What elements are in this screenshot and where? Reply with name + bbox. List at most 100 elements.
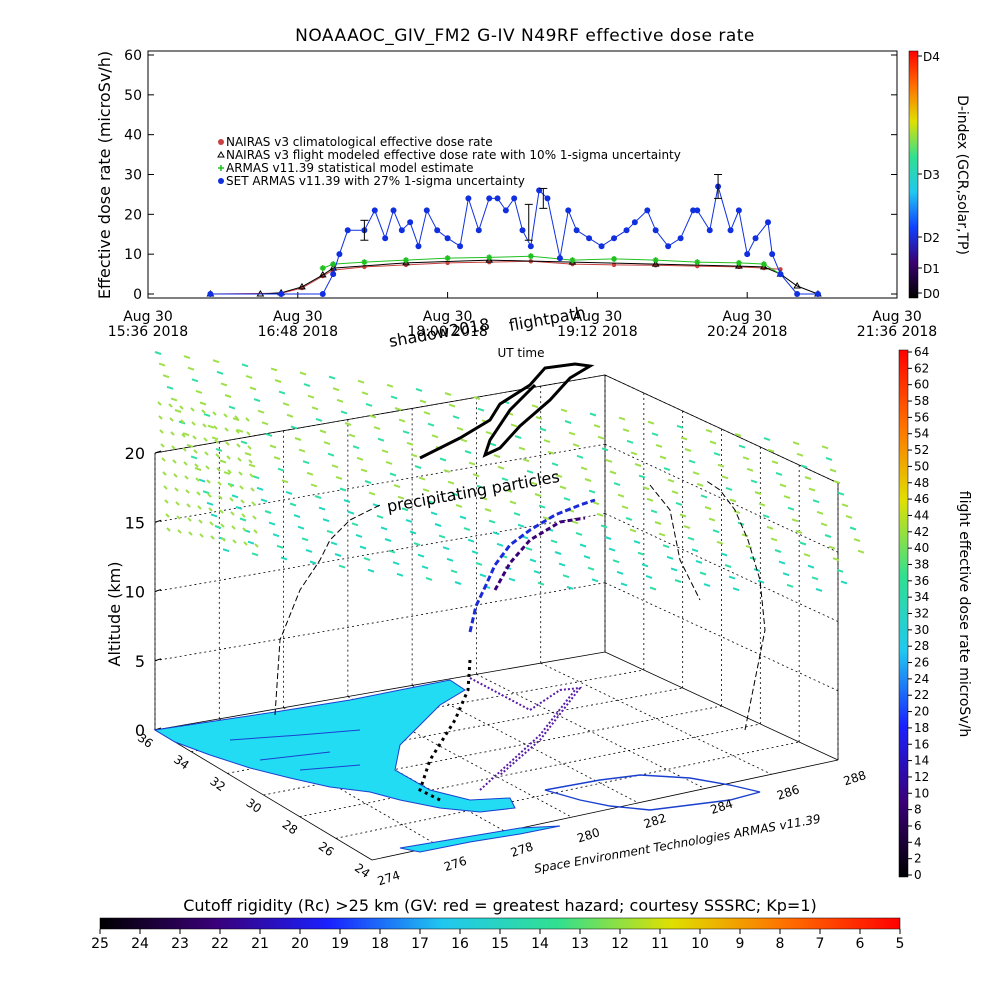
data-point xyxy=(694,259,701,266)
particle-mark xyxy=(691,548,699,553)
particle-mark xyxy=(163,485,168,490)
x-tick-label: 21:36 2018 xyxy=(857,324,937,340)
particle-mark xyxy=(303,383,311,388)
particle-mark xyxy=(162,374,170,379)
particle-mark xyxy=(522,458,530,463)
colorbar-tick-label: 6 xyxy=(914,819,922,833)
particle-mark xyxy=(246,431,251,436)
particle-mark xyxy=(517,523,525,528)
particle-mark xyxy=(158,415,163,420)
particle-mark xyxy=(423,411,431,416)
longitude-tick-label: 276 xyxy=(442,854,468,874)
particle-mark xyxy=(514,435,522,439)
ground-map-layer xyxy=(153,679,761,853)
particle-mark xyxy=(497,465,505,470)
particle-mark xyxy=(409,530,417,535)
particle-mark xyxy=(676,424,684,429)
longitude-tick-label: 284 xyxy=(709,797,735,817)
particle-mark xyxy=(215,453,220,458)
data-point xyxy=(814,291,821,297)
particle-mark xyxy=(220,382,228,387)
y-tick-label: 60 xyxy=(124,48,142,64)
particle-mark xyxy=(460,438,468,443)
data-point xyxy=(544,195,551,202)
particle-mark xyxy=(276,544,284,549)
particle-mark xyxy=(363,557,371,562)
particle-mark xyxy=(159,429,164,434)
particle-mark xyxy=(720,552,728,557)
data-point xyxy=(735,207,742,214)
particle-mark xyxy=(389,472,397,477)
particle-mark xyxy=(824,534,832,538)
particle-mark xyxy=(622,428,630,433)
latitude-tick-label: 26 xyxy=(316,839,337,859)
particle-mark xyxy=(356,456,364,461)
data-point xyxy=(407,219,414,226)
particle-mark xyxy=(359,545,367,550)
particle-mark xyxy=(294,437,302,441)
particle-mark xyxy=(745,544,753,549)
particle-mark xyxy=(529,558,537,563)
particle-mark xyxy=(555,473,563,478)
particle-mark xyxy=(716,540,724,545)
data-point xyxy=(502,207,509,214)
particle-mark xyxy=(278,390,286,395)
particle-mark xyxy=(206,479,211,484)
data-point xyxy=(319,265,326,272)
particle-mark xyxy=(245,417,250,422)
particle-mark xyxy=(663,467,671,472)
longitude-tick-label: 288 xyxy=(842,768,868,788)
particle-mark xyxy=(560,408,568,413)
data-point xyxy=(330,271,337,278)
particle-mark xyxy=(410,453,418,458)
particle-mark xyxy=(160,443,165,448)
data-point xyxy=(511,195,518,202)
particle-mark xyxy=(286,413,294,418)
particle-mark xyxy=(501,477,509,482)
particle-mark xyxy=(684,448,692,452)
particle-mark xyxy=(496,542,504,547)
colorbar-tick-label: 18 xyxy=(371,936,389,952)
particle-mark xyxy=(223,471,231,476)
colorbar-tick-label: 8 xyxy=(776,936,785,952)
data-point xyxy=(336,251,343,258)
particle-mark xyxy=(334,553,342,557)
particle-mark xyxy=(195,477,200,482)
altitude-tick-label: 5 xyxy=(135,652,145,671)
data-point xyxy=(556,255,563,262)
box-edge xyxy=(154,729,373,861)
data-point xyxy=(318,270,327,278)
particle-mark xyxy=(626,439,634,444)
particle-mark xyxy=(782,572,790,577)
particle-mark xyxy=(310,483,318,488)
latitude-tick-label: 24 xyxy=(352,861,373,881)
particle-mark xyxy=(749,556,757,561)
colorbar-tick-label: 13 xyxy=(571,936,589,952)
colorbar-tick-label: 60 xyxy=(914,378,929,392)
particle-mark xyxy=(757,579,765,584)
particle-mark xyxy=(376,514,384,519)
particle-mark xyxy=(778,560,786,565)
particle-mark xyxy=(692,471,700,476)
grid-line xyxy=(154,443,606,523)
particle-mark xyxy=(419,399,427,404)
colorbar-tick-label: 9 xyxy=(736,936,745,952)
particle-mark xyxy=(650,509,658,514)
particle-mark xyxy=(187,366,195,371)
data-point xyxy=(573,227,580,234)
grid-line xyxy=(227,687,683,774)
legend-label: NAIRAS v3 flight modeled effective dose … xyxy=(226,148,681,162)
particle-mark xyxy=(234,415,239,420)
particle-mark xyxy=(241,513,246,518)
wall-projection-layer xyxy=(274,479,766,731)
particle-mark xyxy=(331,464,339,469)
particle-mark xyxy=(216,467,221,472)
colorbar-tick-label: 10 xyxy=(691,936,709,952)
data-point xyxy=(734,262,743,269)
particle-mark xyxy=(473,396,481,401)
particle-mark xyxy=(539,427,547,432)
particle-mark xyxy=(338,564,346,569)
colorbar-tick-label: 12 xyxy=(914,770,929,784)
altitude-tick xyxy=(154,450,162,454)
data-point xyxy=(330,261,337,268)
